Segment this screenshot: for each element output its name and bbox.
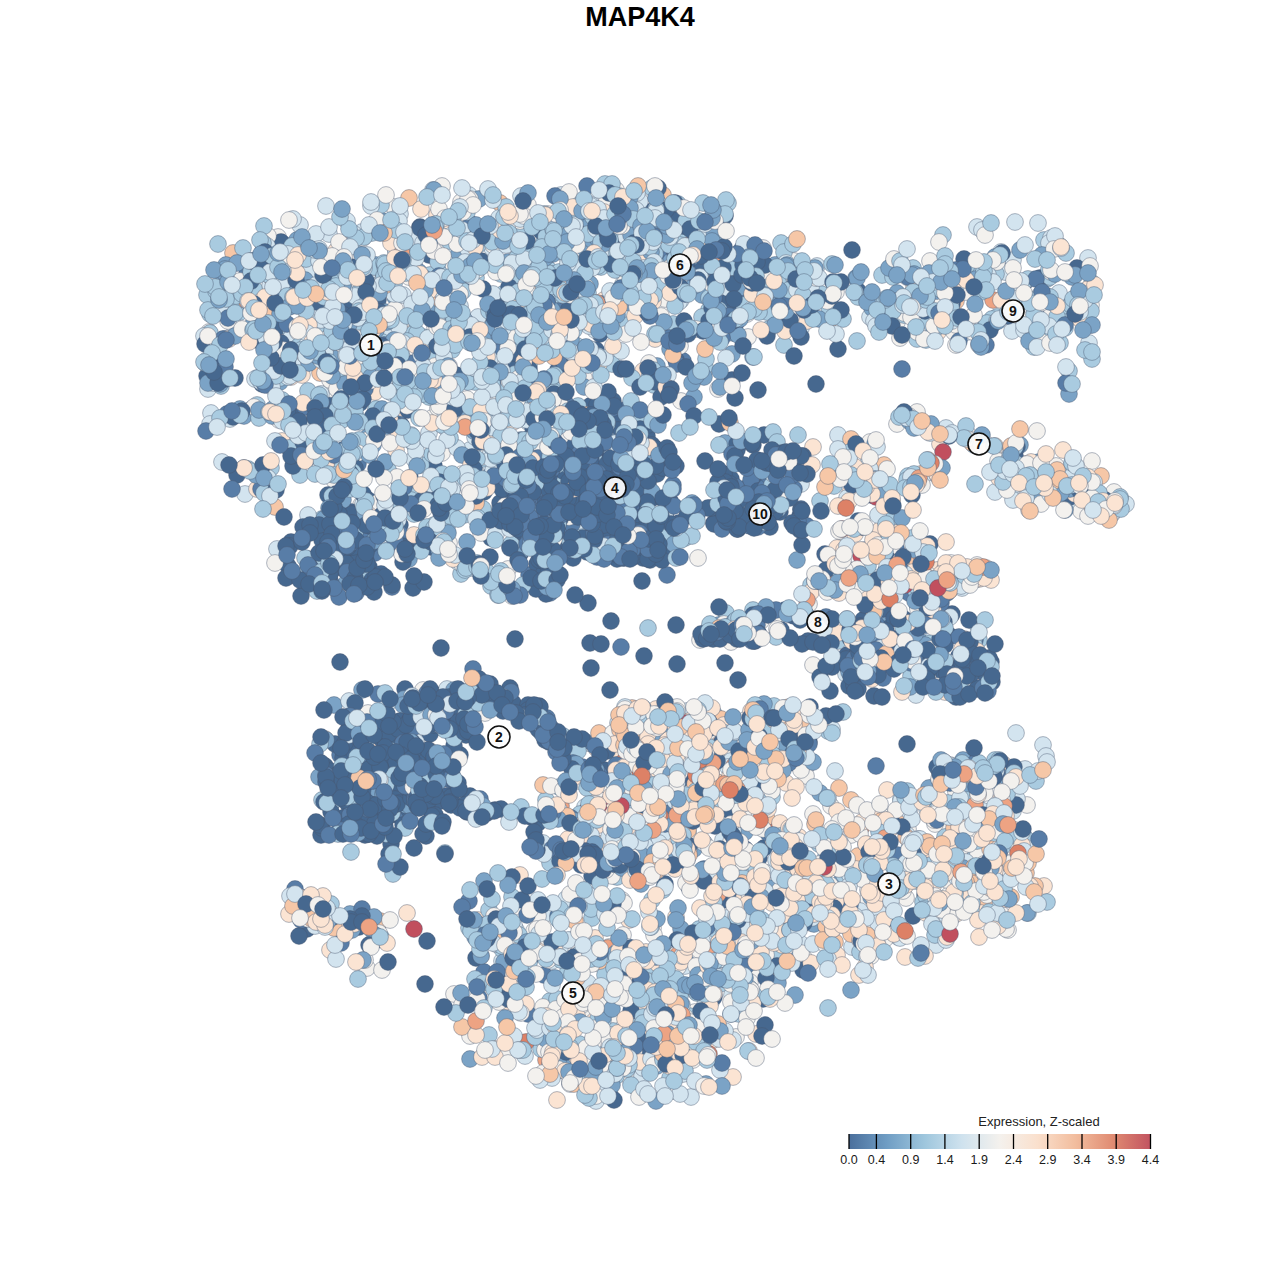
svg-text:3: 3 (885, 876, 893, 892)
svg-text:6: 6 (676, 257, 684, 273)
svg-text:3.4: 3.4 (1073, 1153, 1090, 1167)
svg-text:Expression, Z-scaled: Expression, Z-scaled (978, 1114, 1099, 1129)
svg-text:0.0: 0.0 (840, 1153, 857, 1167)
svg-text:4: 4 (611, 480, 619, 496)
svg-text:0.9: 0.9 (902, 1153, 919, 1167)
svg-text:7: 7 (975, 436, 983, 452)
svg-text:2.9: 2.9 (1039, 1153, 1056, 1167)
svg-text:1.9: 1.9 (971, 1153, 988, 1167)
svg-text:9: 9 (1009, 303, 1017, 319)
svg-text:10: 10 (752, 506, 768, 522)
svg-text:1: 1 (367, 337, 375, 353)
svg-text:2.4: 2.4 (1005, 1153, 1022, 1167)
svg-text:2: 2 (495, 729, 503, 745)
svg-text:5: 5 (569, 985, 577, 1001)
svg-text:3.9: 3.9 (1108, 1153, 1125, 1167)
svg-text:0.4: 0.4 (868, 1153, 885, 1167)
svg-text:8: 8 (814, 614, 822, 630)
svg-text:1.4: 1.4 (936, 1153, 953, 1167)
svg-text:4.4: 4.4 (1142, 1153, 1159, 1167)
